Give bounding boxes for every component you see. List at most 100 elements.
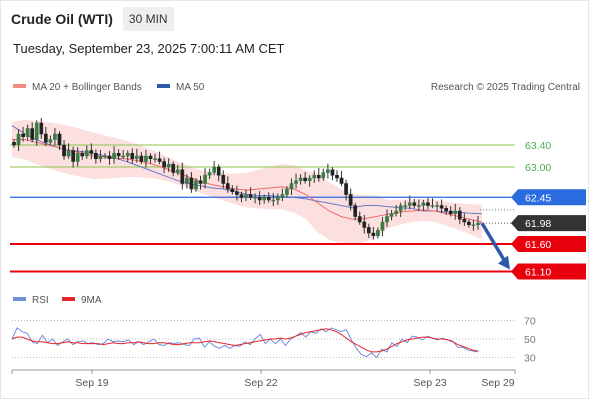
legend-label: MA 50 — [176, 82, 205, 93]
candle — [203, 168, 207, 189]
candle — [62, 140, 66, 160]
candle — [462, 213, 467, 226]
last-price-tag — [511, 215, 586, 232]
candle — [262, 194, 267, 204]
rsi-tick-label: 70 — [524, 316, 536, 328]
last-price-label: 61.98 — [525, 218, 551, 230]
candle — [225, 176, 230, 193]
candle — [253, 193, 257, 204]
candle — [43, 126, 48, 147]
candle — [212, 160, 217, 176]
candle — [421, 200, 426, 211]
candle — [303, 171, 307, 184]
candle — [107, 151, 112, 165]
research-credit: Research © 2025 Trading Central — [431, 82, 580, 93]
candle — [271, 192, 276, 207]
x-tick-label: Sep 23 — [413, 377, 446, 389]
candle — [453, 203, 458, 220]
support-level-tag — [511, 236, 586, 252]
candle — [366, 223, 371, 238]
candle — [80, 150, 85, 160]
candle — [207, 168, 212, 180]
candle — [439, 199, 444, 214]
candle — [330, 167, 335, 181]
candle — [130, 148, 135, 164]
candle — [53, 127, 57, 146]
candle — [239, 191, 244, 203]
target-level-label: 63.40 — [525, 140, 551, 152]
candle — [171, 161, 176, 177]
x-tick-label: Sep 22 — [244, 377, 277, 389]
header: Crude Oil (WTI) 30 MIN — [0, 6, 174, 32]
candle — [112, 146, 116, 164]
candle — [98, 149, 103, 163]
candle — [75, 147, 80, 167]
forecast-arrow — [480, 222, 510, 270]
pivot-level-tag — [511, 189, 586, 206]
candle — [162, 157, 166, 174]
candle — [403, 200, 408, 211]
candle — [407, 195, 412, 210]
candle — [435, 201, 439, 212]
candle — [275, 193, 280, 205]
candle — [444, 205, 449, 215]
support-level-label: 61.60 — [525, 239, 551, 251]
candle — [417, 199, 421, 212]
candle — [194, 178, 198, 192]
candle — [189, 171, 194, 193]
x-tick-label: Sep 29 — [481, 377, 514, 389]
candle — [121, 149, 126, 159]
candle — [153, 153, 157, 163]
rsi-legend-label: 9MA — [81, 295, 102, 306]
candle — [84, 145, 89, 159]
rsi-legend-label: RSI — [32, 295, 49, 306]
candle — [230, 185, 235, 195]
forecast-arrow-shaft — [480, 222, 507, 263]
candle — [21, 126, 25, 142]
candle — [321, 168, 326, 181]
chart-legend: MA 20 + Bollinger Bands MA 50 — [13, 82, 205, 93]
candle — [476, 215, 480, 230]
candle — [380, 217, 385, 237]
candle — [289, 178, 294, 196]
candle — [16, 129, 21, 152]
candle — [57, 131, 62, 150]
rsi-tick-label: 30 — [524, 353, 536, 365]
candle — [426, 197, 430, 210]
rsi-legend: RSI 9MA — [13, 295, 102, 306]
bollinger-band — [12, 119, 482, 245]
candle — [394, 204, 398, 217]
candle — [166, 158, 171, 172]
rsi-panel: 70 50 30 — [11, 316, 536, 365]
candle — [103, 153, 107, 159]
candle — [134, 148, 139, 163]
candle — [385, 209, 389, 227]
candle — [198, 175, 203, 190]
x-tick-label: Sep 19 — [75, 377, 108, 389]
candle — [353, 202, 358, 221]
candle — [389, 209, 394, 221]
interval-badge[interactable]: 30 MIN — [122, 7, 174, 31]
candle — [185, 174, 189, 189]
candle — [376, 227, 380, 239]
candle — [221, 170, 226, 189]
candle — [157, 151, 162, 165]
candle — [298, 174, 303, 185]
rsi-line — [11, 327, 479, 359]
candle — [326, 163, 330, 179]
candle — [257, 191, 262, 205]
candle — [471, 219, 476, 231]
candle — [175, 164, 180, 176]
candle — [125, 150, 130, 163]
candle — [266, 192, 271, 203]
forecast-arrow-head — [498, 255, 510, 270]
candle — [430, 198, 435, 209]
price-level-labels: 63.40 63.00 62.45 61.98 61.60 61.10 — [511, 140, 586, 280]
target-level-label: 63.00 — [525, 162, 551, 174]
candle — [362, 214, 367, 234]
candle — [216, 164, 221, 182]
instrument-title: Crude Oil (WTI) — [11, 11, 113, 27]
candle — [344, 179, 348, 201]
candle — [467, 219, 471, 228]
